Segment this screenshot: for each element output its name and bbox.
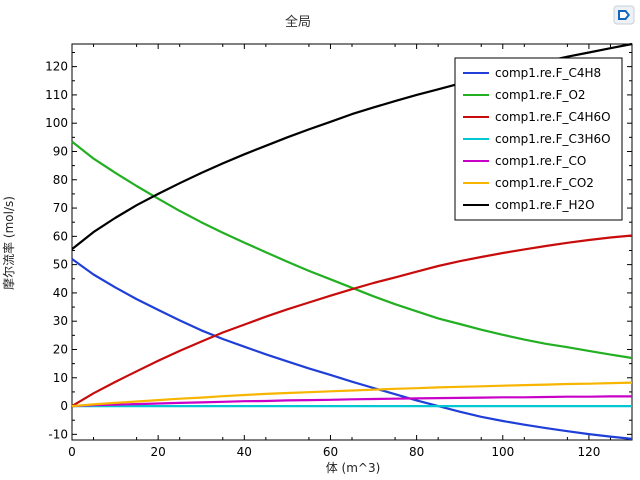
y-tick-label: 100	[45, 116, 68, 130]
series-line-comp1-re-f-co2	[71, 381, 633, 408]
legend-label: comp1.re.F_CO2	[495, 176, 594, 190]
y-tick-label: 110	[45, 88, 68, 102]
plot-area: 0 20 40 60 80 100 120-100102030405060708090100…	[45, 42, 633, 459]
series-line-comp1-re-f-c4h6o	[71, 234, 633, 408]
y-tick-label: 0	[60, 399, 68, 413]
x-tick-label: 80	[409, 445, 424, 459]
y-axis-label: 摩尔流率 (mol/s)	[1, 196, 16, 290]
comsol-logo-icon	[613, 5, 635, 25]
y-tick-label: 30	[53, 314, 68, 328]
legend-label: comp1.re.F_C4H8	[495, 66, 601, 80]
x-tick-label: 20	[151, 445, 166, 459]
y-tick-label: 120	[45, 60, 68, 74]
y-tick-label: 40	[53, 286, 68, 300]
legend-label: comp1.re.F_C3H6O	[495, 132, 611, 146]
y-tick-label: -10	[48, 427, 68, 441]
y-tick-label: 50	[53, 258, 68, 272]
series-line-comp1-re-f-co	[71, 395, 632, 408]
y-tick-label: 80	[53, 173, 68, 187]
x-tick-label: 0	[68, 445, 76, 459]
legend-label: comp1.re.F_O2	[495, 88, 586, 102]
legend: comp1.re.F_C4H8 comp1.re.F_O2 comp1.re.F_C…	[454, 57, 623, 221]
x-tick-label: 120	[577, 445, 600, 459]
y-tick-label: 20	[53, 342, 68, 356]
series-line-comp1-re-f-c4h8	[71, 258, 633, 440]
y-tick-label: 70	[53, 201, 68, 215]
chart-title: 全局	[285, 14, 311, 30]
y-tick-label: 90	[53, 144, 68, 158]
legend-label: comp1.re.F_H2O	[495, 198, 595, 212]
x-tick-label: 100	[491, 445, 514, 459]
x-tick-label: 40	[237, 445, 252, 459]
y-tick-label: 10	[53, 371, 68, 385]
x-axis-label: 体 (m^3)	[326, 461, 381, 475]
legend-label: comp1.re.F_C4H6O	[495, 110, 611, 124]
y-tick-label: 60	[53, 229, 68, 243]
series-line-comp1-re-f-o2	[71, 140, 633, 360]
x-tick-label: 60	[323, 445, 338, 459]
legend-label: comp1.re.F_CO	[495, 154, 586, 168]
